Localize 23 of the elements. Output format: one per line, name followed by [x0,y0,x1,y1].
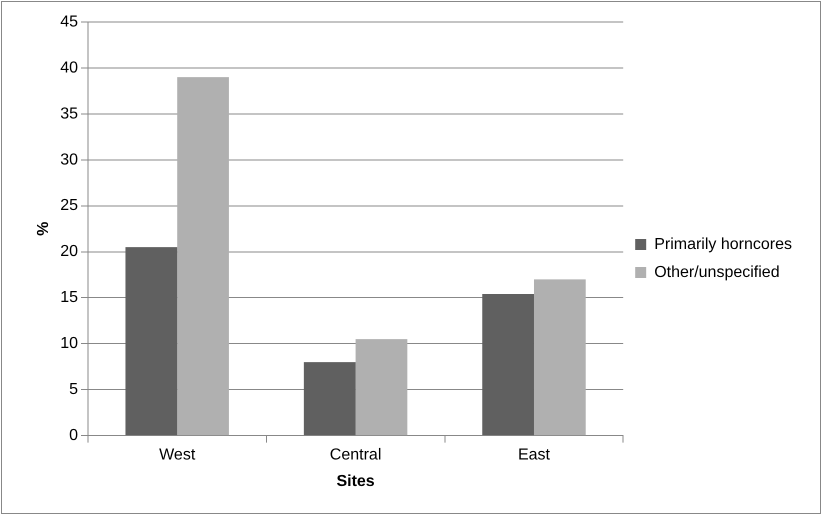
x-tick-label: West [159,446,196,464]
legend-label: Other/unspecified [654,264,780,281]
y-tick-label: 40 [60,59,78,76]
bar [356,339,408,436]
y-tick-label: 0 [69,427,78,444]
bar [177,77,229,436]
y-tick-label: 15 [60,289,78,306]
y-tick-label: 45 [60,13,78,30]
y-tick-label: 25 [60,197,78,214]
legend-label: Primarily horncores [654,236,792,253]
bar [125,247,178,436]
y-tick-label: 30 [60,151,78,168]
y-tick-label: 5 [69,381,78,398]
y-axis-title: % [35,222,52,236]
x-tick-label: Central [330,446,382,464]
y-tick-label: 10 [60,335,78,352]
y-tick-label: 35 [60,105,78,122]
x-tick-label: East [518,446,551,464]
bar [482,294,534,436]
bar [304,362,356,436]
y-tick-label: 20 [60,243,78,260]
bar [534,279,586,436]
x-axis-title: Sites [336,472,375,490]
